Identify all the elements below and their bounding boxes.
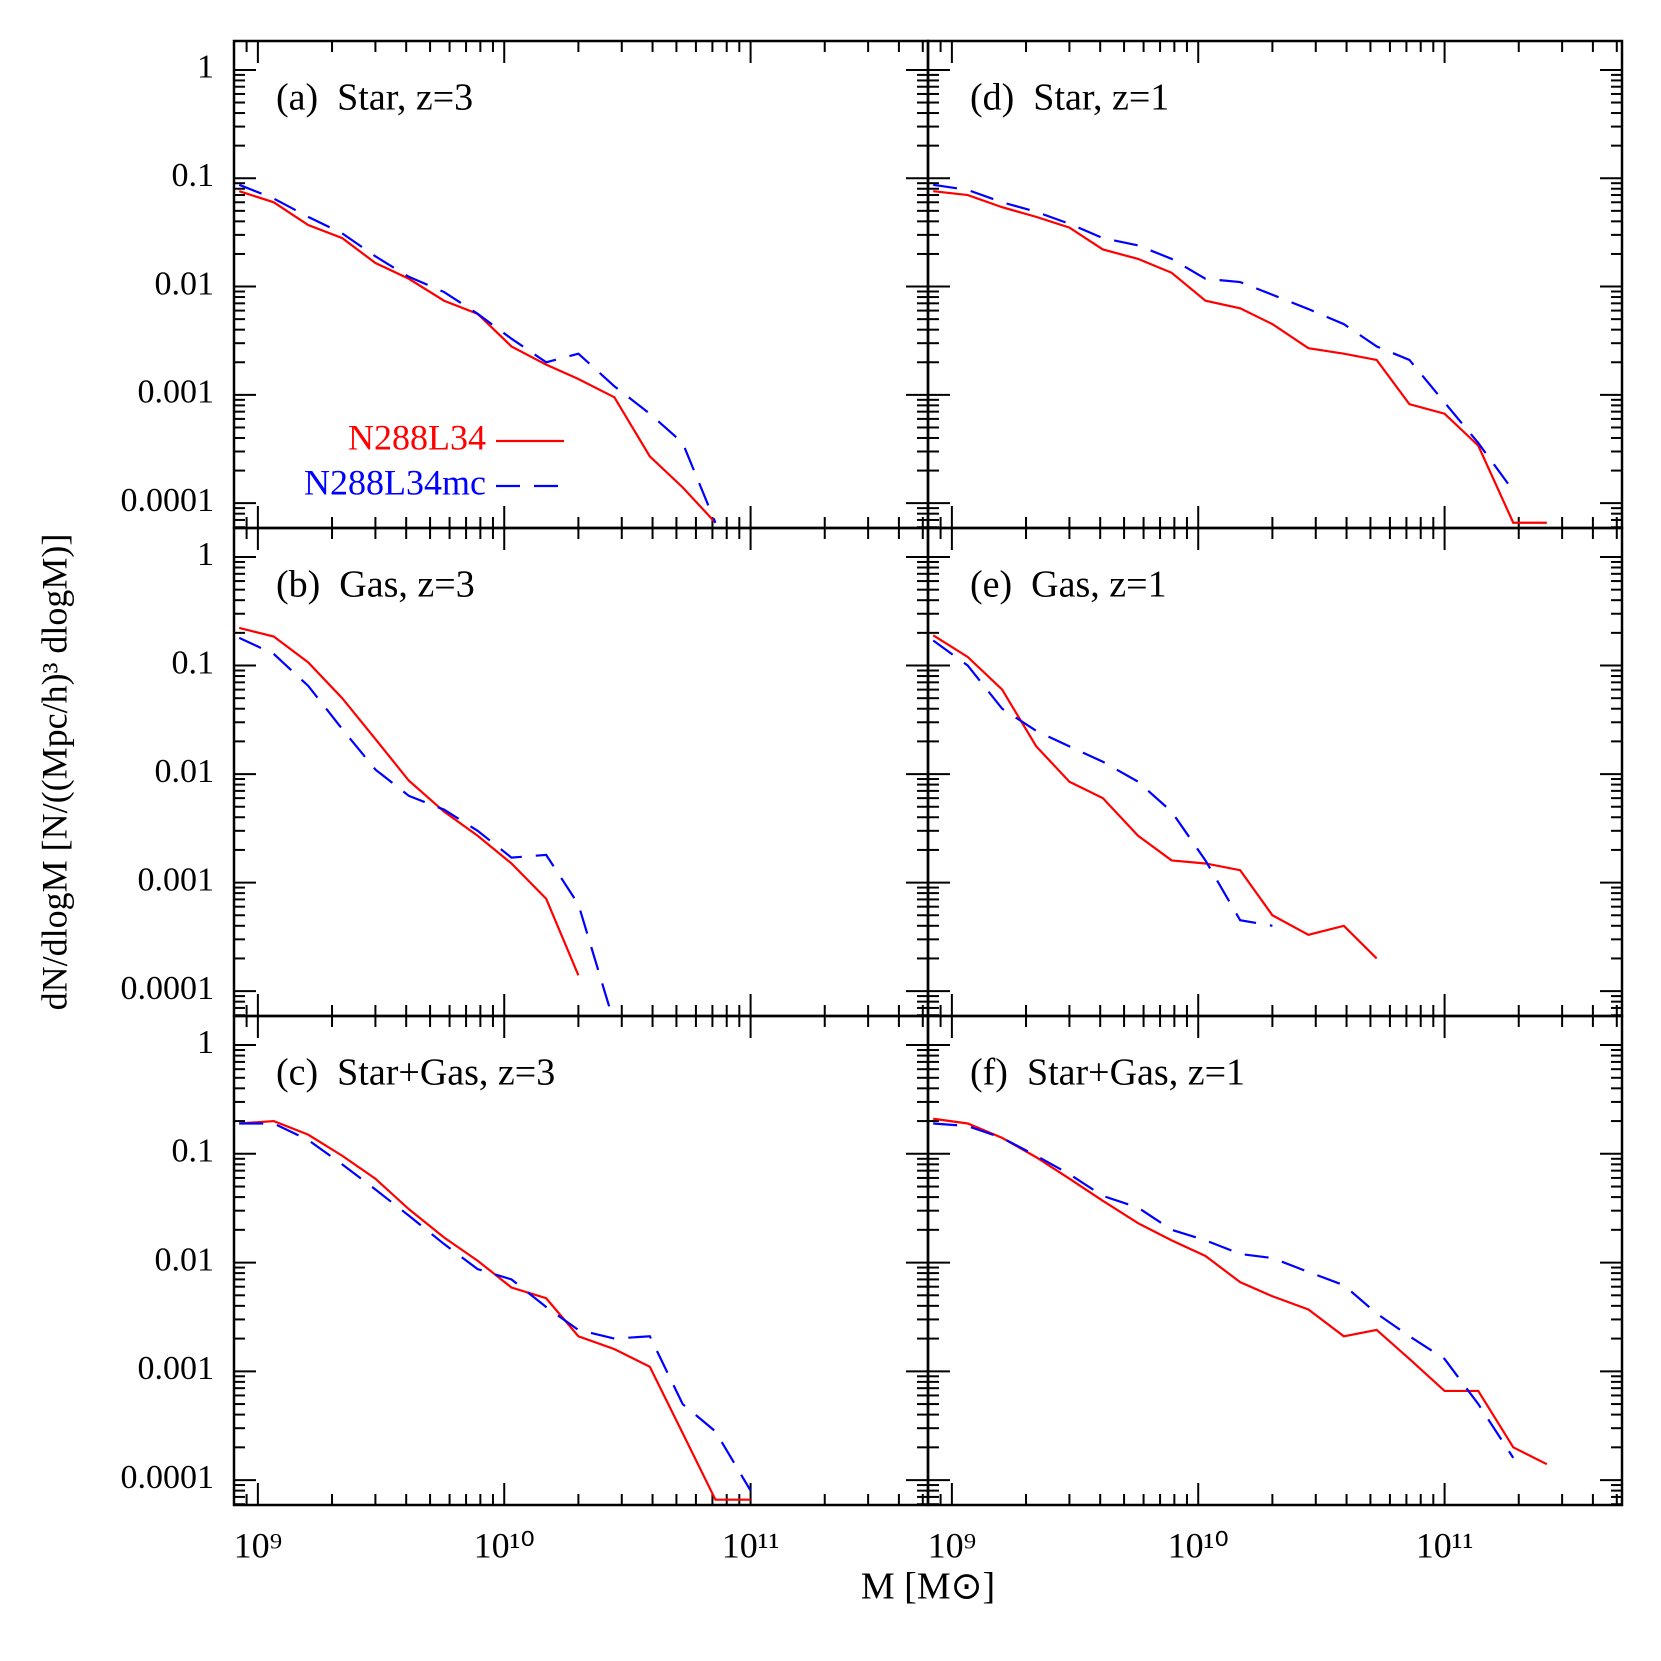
panel: (d) Star, z=1 [926,39,1624,530]
series-line [238,626,580,976]
x-tick-label: 10¹¹ [1416,1525,1474,1565]
y-tick-label: 0.0001 [121,1459,215,1496]
series-line [933,1122,1515,1459]
x-tick-label: 10¹¹ [722,1525,780,1565]
y-tick-label: 1 [197,49,214,86]
plot-frame [926,1014,1624,1507]
series-line [239,1122,752,1492]
y-tick-label: 0.1 [172,644,215,681]
series-line [239,1119,751,1501]
panel-title: (a) Star, z=3 [276,77,473,119]
panel-title: (f) Star+Gas, z=1 [970,1052,1245,1094]
x-axis-label: M [M⊙] [861,1566,995,1608]
x-tick-label: 10¹⁰ [474,1525,535,1565]
y-tick-label: 0.01 [155,265,215,302]
y-tick-label: 0.0001 [121,482,215,519]
panel-title: (d) Star, z=1 [970,77,1169,119]
series-line [933,1117,1548,1466]
y-tick-label: 1 [197,536,214,573]
x-tick-label: 10⁹ [234,1525,283,1565]
y-tick-label: 0.01 [155,753,215,790]
y-tick-label: 0.001 [138,374,215,411]
y-tick-label: 0.01 [155,1241,215,1278]
y-tick-label: 0.001 [138,861,215,898]
y-tick-label: 0.1 [172,1133,215,1170]
panel: 1 0.1 0.01 0.001 0.0001 (b) Gas, z=3 [121,526,930,1018]
panel-title: (b) Gas, z=3 [276,564,475,606]
panel: (e) Gas, z=1 [926,526,1624,1018]
legend-label: N288L34mc [304,462,486,502]
y-tick-label: 1 [197,1024,214,1061]
panel: 10⁹ 10¹⁰ 10¹¹ (f) Star+Gas, z=1 [926,1014,1624,1565]
y-tick-label: 0.1 [172,157,215,194]
series-line [238,636,614,1016]
x-tick-label: 10⁹ [928,1525,977,1565]
panel: 10⁹ 10¹⁰ 10¹¹ 1 0.1 0.01 0.001 0.0001 (c) Star+G… [121,1014,930,1565]
x-tick-label: 10¹⁰ [1168,1525,1229,1565]
series-line [933,183,1515,492]
series-line [932,639,1273,927]
y-tick-label: 0.0001 [121,970,215,1007]
series-line [933,190,1547,524]
series-line [238,183,717,524]
legend-label: N288L34 [348,417,486,457]
panel-title: (c) Star+Gas, z=3 [276,1052,555,1094]
panel: 1 0.1 0.01 0.001 0.0001 (a) Star, z=3 N288L34 N… [121,39,930,530]
series-line [932,634,1378,960]
y-tick-label: 0.001 [138,1350,215,1387]
panel-title: (e) Gas, z=1 [970,564,1167,606]
y-axis-label: dN/dlogM [N/((Mpc/h)³ dlogM)] [34,534,74,1011]
